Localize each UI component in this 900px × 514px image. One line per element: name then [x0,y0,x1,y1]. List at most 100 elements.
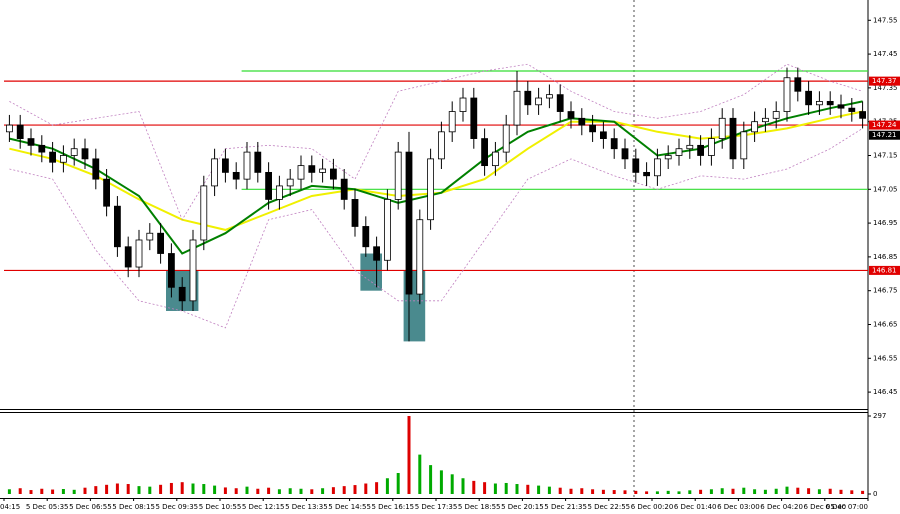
moving-average [9,100,863,255]
y-tick-label: 146.55 [873,354,898,362]
candle-body [92,158,100,180]
candle-body [513,90,521,126]
candle-body [146,232,154,241]
y-tick-label: 147.05 [873,185,898,193]
x-tick-label: 5 Dec 22:55 [587,503,630,511]
candle-body [546,94,553,99]
x-tick-label: 6 Dec 04:20 [760,503,803,511]
candle-body [221,158,229,173]
candle-body [124,246,132,268]
x-tick-label: 5 Dec 10:55 [199,503,242,511]
y-tick-label: 146.95 [873,219,898,227]
x-tick-label: 5 Dec 20:15 [501,503,544,511]
candle-body [600,131,607,139]
candle-body [178,286,186,302]
candle-body [232,171,240,180]
candle-body [654,158,661,177]
y-tick-label: 146.85 [873,253,898,261]
level-label: 147.24 [872,121,897,129]
candle-body [340,178,348,200]
candle-body [556,94,564,112]
candle-body [567,111,575,119]
candle-body [27,138,35,146]
candle-body [286,178,294,187]
candle-body [167,253,175,288]
candle-body [103,178,110,207]
candle-body [135,239,143,268]
candle-body [459,97,467,112]
candle-body [362,226,370,248]
y-tick-label: 147.15 [873,151,898,159]
x-tick-label: 6 Dec 00:20 [631,503,674,511]
candle-body [502,124,510,153]
candle-body [470,97,478,139]
candle-body [189,239,197,302]
candle-body [319,168,327,173]
y-tick-label: 146.65 [873,320,898,328]
x-tick-label: 5 Dec 05:35 [26,503,69,511]
candle-body [589,124,596,133]
current-price-label: 147.21 [872,131,897,139]
candle-body [448,111,456,133]
candle-body [578,117,586,126]
candle-body [718,117,726,139]
y-tick-label: 147.45 [873,50,898,58]
candle-body [848,107,856,112]
level-tag [869,76,900,86]
candle-body [664,155,672,160]
x-tick-label: 5 Dec 16:15 [371,503,414,511]
y-tick-label: 146.45 [873,388,898,396]
volume-tick-label: 0 [873,490,877,498]
candle-body [211,158,219,187]
x-tick-label: 04:15 [0,503,20,511]
candle-body [491,151,499,167]
x-tick-label: 5 Dec 12:15 [242,503,285,511]
x-tick-label: 6 Dec 05:40 [803,503,846,511]
candle-body [265,171,273,200]
candle-body [751,121,758,133]
x-tick-label: 5 Dec 14:55 [328,503,371,511]
x-tick-label: 6 Dec 01:40 [674,503,717,511]
candle-body [427,158,435,221]
candle-body [535,97,542,106]
candle-body [805,90,812,106]
x-tick-label: 5 Dec 17:35 [415,503,458,511]
candle-body [6,124,13,133]
candle-body [794,77,802,92]
candle-body [243,151,251,180]
candle-body [275,185,283,200]
candle-body [373,246,381,261]
x-tick-label: 5 Dec 08:15 [112,503,155,511]
candle-body [49,151,56,163]
candle-body [394,151,402,200]
candle-body [740,131,748,160]
x-tick-label: 5 Dec 06:55 [69,503,112,511]
volume-tick-label: 297 [873,412,886,420]
candle-body [729,117,737,160]
y-tick-label: 147.35 [873,84,898,92]
candle-body [254,151,262,173]
level-tag [869,265,900,275]
candle-body [16,124,24,139]
candle-body [772,111,780,119]
candle-body [416,219,424,295]
candle-body [383,199,391,261]
candle-body [351,199,359,227]
candle-body [308,165,316,173]
band-line [9,128,863,329]
y-tick-label: 146.75 [873,287,898,295]
candle-body [621,148,629,160]
y-tick-label: 147.55 [873,16,898,24]
x-tick-label: 5 Dec 21:35 [544,503,587,511]
x-tick-label: 6 Dec 03:00 [717,503,760,511]
candle-body [200,185,208,241]
x-tick-label: 5 Dec 13:35 [285,503,328,511]
level-tag [869,120,900,130]
level-label: 146.81 [872,266,897,274]
candle-body [762,117,769,123]
candle-body [826,101,834,106]
candle-body [643,171,650,177]
candle-body [610,138,618,150]
